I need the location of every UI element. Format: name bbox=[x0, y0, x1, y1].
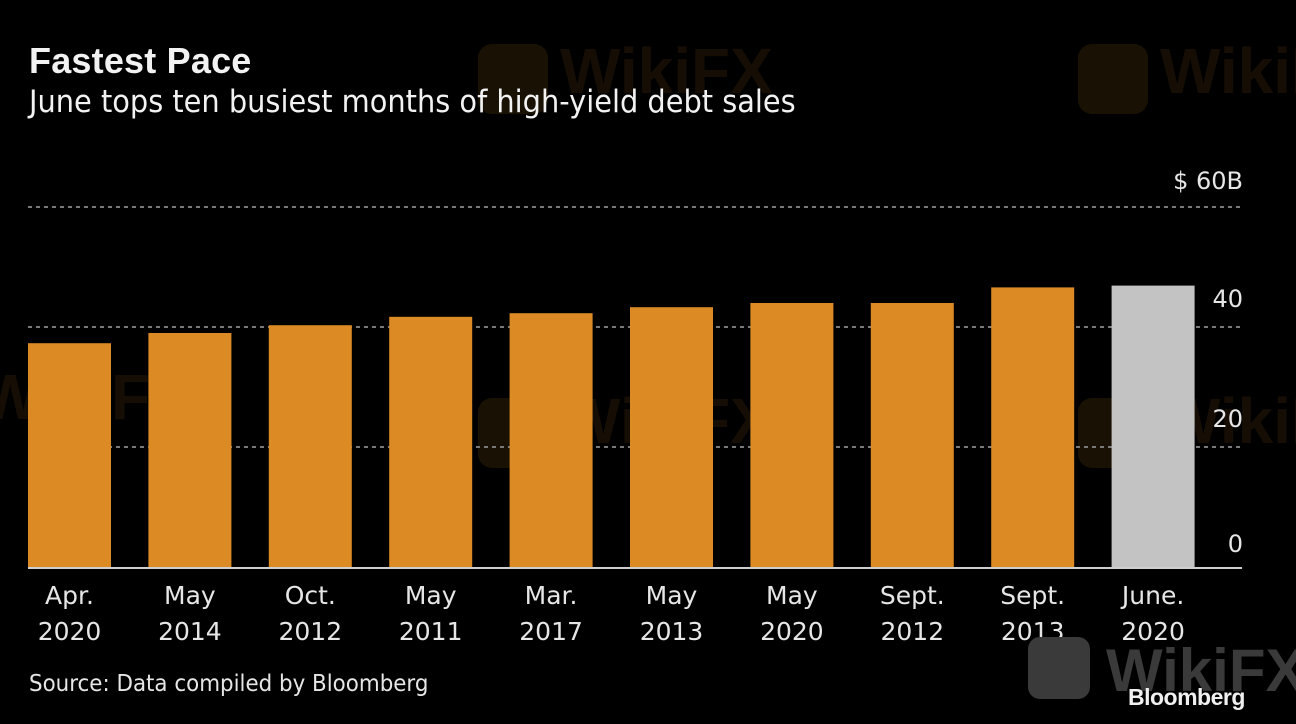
chart-subtitle: June tops ten busiest months of high-yie… bbox=[29, 84, 796, 120]
x-tick-labels: Apr. 2020 May 2014 Oct. 2012 May 2011 Mar. 2017 Ma… bbox=[38, 581, 1185, 646]
watermark-logo-icon bbox=[478, 44, 548, 114]
x-tick-label-year: 2020 bbox=[1121, 617, 1185, 646]
x-tick-label-month: May bbox=[766, 581, 818, 610]
bar bbox=[991, 287, 1075, 567]
x-tick-label-year: 2013 bbox=[640, 617, 704, 646]
x-tick-label-year: 2017 bbox=[519, 617, 583, 646]
bar bbox=[268, 325, 352, 567]
bar bbox=[509, 313, 593, 567]
x-tick-label-year: 2020 bbox=[760, 617, 824, 646]
x-tick-label-year: 2012 bbox=[880, 617, 944, 646]
x-tick-label-month: Sept. bbox=[1000, 581, 1065, 610]
x-tick-label-year: 2014 bbox=[158, 617, 222, 646]
bars bbox=[28, 285, 1195, 567]
y-tick-label: 40 bbox=[1212, 285, 1243, 313]
bar bbox=[389, 316, 473, 567]
bar-highlight bbox=[1111, 285, 1195, 567]
x-tick-label-month: Oct. bbox=[285, 581, 336, 610]
bar bbox=[28, 343, 111, 567]
x-tick-label-month: Apr. bbox=[45, 581, 94, 610]
x-tick-label-month: May bbox=[164, 581, 216, 610]
x-tick-label-year: 2020 bbox=[38, 617, 102, 646]
x-tick-label-year: 2012 bbox=[278, 617, 342, 646]
y-tick-label: $ 60B bbox=[1173, 167, 1243, 195]
x-tick-label-month: May bbox=[405, 581, 457, 610]
bloomberg-logo: Bloomberg bbox=[1128, 684, 1245, 710]
watermark-logo-icon bbox=[1078, 44, 1148, 114]
source-note: Source: Data compiled by Bloomberg bbox=[29, 671, 429, 697]
x-tick-label-year: 2011 bbox=[399, 617, 463, 646]
wikifx-watermark: WikiFX bbox=[1106, 637, 1296, 704]
y-tick-labels: 0 20 40 $ 60B bbox=[1173, 167, 1243, 558]
bar bbox=[148, 333, 232, 567]
bar bbox=[870, 303, 954, 567]
chart-title: Fastest Pace bbox=[29, 40, 252, 81]
y-tick-label: 0 bbox=[1228, 530, 1243, 558]
wikifx-logo-icon bbox=[1028, 637, 1090, 699]
x-tick-label-month: May bbox=[646, 581, 698, 610]
bar bbox=[750, 303, 834, 567]
x-tick-label-month: Mar. bbox=[525, 581, 578, 610]
x-tick-label-month: Sept. bbox=[880, 581, 945, 610]
y-tick-label: 20 bbox=[1212, 405, 1243, 433]
x-tick-label-month: June. bbox=[1120, 581, 1184, 610]
bar bbox=[630, 307, 713, 567]
